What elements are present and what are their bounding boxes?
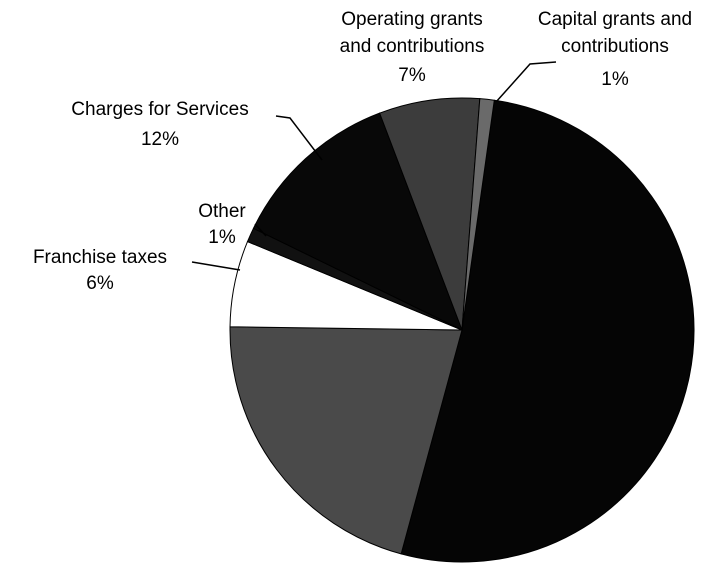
slice-label: Franchise taxes — [33, 247, 167, 268]
leader-line — [275, 115, 323, 161]
leader-line — [191, 261, 241, 271]
pie-slice — [229, 326, 463, 555]
pie-slice — [461, 98, 495, 331]
value-label: 12% — [141, 129, 179, 150]
pie-slice — [378, 97, 481, 331]
value-label: 1% — [208, 227, 236, 248]
pie-slice — [252, 112, 463, 332]
value-label: 6% — [86, 273, 114, 294]
value-label: 1% — [601, 69, 629, 90]
leader-line — [254, 223, 267, 237]
slice-label: Operating grants and contributions — [340, 9, 485, 57]
leader-line — [495, 61, 557, 103]
slice-label: Charges for Services — [71, 99, 248, 120]
value-label: 7% — [398, 65, 426, 86]
slice-label: Other — [198, 201, 246, 222]
pie-slice — [400, 99, 695, 563]
slice-label: Capital grants and contributions — [538, 9, 692, 57]
